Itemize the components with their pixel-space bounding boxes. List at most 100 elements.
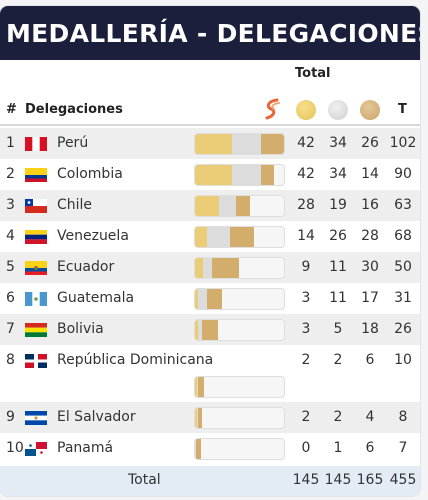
silver-segment [231, 165, 262, 185]
table-row[interactable]: 5 Ecuador 9 11 30 50 [0, 252, 420, 283]
gold-count: 3 [301, 290, 311, 306]
rank-cell: 6 [6, 290, 15, 306]
gold-count: 3 [301, 321, 311, 337]
gold-segment [195, 320, 198, 340]
gold-count: 2 [301, 352, 311, 368]
delegation-name[interactable]: Ecuador [57, 259, 115, 275]
medal-distribution-bar [194, 407, 285, 429]
table-row[interactable]: 8 República Dominicana 2 2 6 10 [0, 345, 420, 402]
delegation-name[interactable]: República Dominicana [57, 352, 214, 368]
bronze-segment [261, 134, 284, 154]
flag-colombia-icon [25, 168, 47, 182]
medal-distribution-bar [194, 376, 285, 398]
silver-count: 11 [329, 259, 347, 275]
silver-count: 34 [329, 135, 347, 151]
silver-segment [195, 439, 196, 459]
gold-segment [195, 196, 220, 216]
delegation-name[interactable]: Panamá [57, 440, 114, 456]
bronze-segment [198, 377, 204, 397]
gold-count: 14 [297, 228, 315, 244]
delegation-name[interactable]: Chile [57, 197, 93, 213]
total-column-group-label: Total [295, 66, 331, 81]
gold-count: 42 [297, 135, 315, 151]
bronze-segment [229, 227, 255, 247]
silver-count: 2 [333, 352, 343, 368]
medal-distribution-bar [194, 319, 285, 341]
bronze-segment [198, 408, 202, 428]
silver-segment [196, 408, 199, 428]
rank-cell: 3 [6, 197, 15, 213]
delegation-name[interactable]: Bolivia [57, 321, 104, 337]
silver-medal-icon[interactable] [328, 100, 348, 120]
table-header: # Delegaciones T [0, 94, 420, 126]
bronze-segment [201, 320, 218, 340]
total-gold: 145 [292, 472, 320, 488]
table-row[interactable]: 1 Perú 42 34 26 102 [0, 128, 420, 159]
bronze-count: 30 [361, 259, 379, 275]
total-count: 7 [398, 440, 408, 456]
silver-count: 11 [329, 290, 347, 306]
bronze-count: 16 [361, 197, 379, 213]
silver-count: 5 [333, 321, 343, 337]
silver-segment [197, 320, 202, 340]
total-bronze: 165 [356, 472, 384, 488]
delegation-name[interactable]: Guatemala [57, 290, 135, 306]
delegation-name[interactable]: El Salvador [57, 409, 136, 425]
totals-row: Total 145 145 165 455 [0, 466, 420, 496]
table-row[interactable]: 6 Guatemala 3 11 17 31 [0, 283, 420, 314]
table-row[interactable]: 3 Chile 28 19 16 63 [0, 190, 420, 221]
bronze-segment [236, 196, 250, 216]
bronze-medal-icon[interactable] [360, 100, 380, 120]
total-silver: 145 [324, 472, 352, 488]
bronze-count: 6 [365, 352, 375, 368]
rank-cell: 2 [6, 166, 15, 182]
flag-chile-icon [25, 199, 47, 213]
flag-guatemala-icon [25, 292, 47, 306]
totals-label: Total [128, 472, 161, 488]
table-row[interactable]: 9 El Salvador 2 2 4 8 [0, 402, 420, 433]
bronze-count: 28 [361, 228, 379, 244]
delegation-column-header[interactable]: Delegaciones [25, 102, 123, 117]
table-row[interactable]: 10 Panamá 0 1 6 7 [0, 433, 420, 464]
bronze-segment [212, 258, 239, 278]
page-title: MEDALLERÍA - DELEGACIONES [0, 6, 420, 60]
delegation-name[interactable]: Venezuela [57, 228, 129, 244]
delegation-name[interactable]: Colombia [57, 166, 123, 182]
flag-bolivia-icon [25, 323, 47, 337]
gold-count: 28 [297, 197, 315, 213]
gold-count: 9 [301, 259, 311, 275]
delegation-name[interactable]: Perú [57, 135, 89, 151]
silver-segment [207, 227, 230, 247]
table-row[interactable]: 7 Bolivia 3 5 18 26 [0, 314, 420, 345]
sport-logo-icon [262, 98, 284, 124]
medal-distribution-bar [194, 133, 285, 155]
medal-distribution-bar [194, 288, 285, 310]
gold-medal-icon[interactable] [296, 100, 316, 120]
gold-segment [195, 134, 232, 154]
silver-count: 34 [329, 166, 347, 182]
silver-segment [197, 289, 208, 309]
rank-cell: 8 [6, 352, 15, 368]
flag-dominican-republic-icon [25, 354, 47, 368]
gold-count: 0 [301, 440, 311, 456]
total-all: 455 [389, 472, 417, 488]
flag-ecuador-icon [25, 261, 47, 275]
medal-distribution-bar [194, 195, 285, 217]
table-row[interactable]: 2 Colombia 42 34 14 90 [0, 159, 420, 190]
silver-segment [202, 258, 213, 278]
rank-cell: 10 [6, 440, 24, 456]
bronze-count: 26 [361, 135, 379, 151]
silver-segment [196, 377, 199, 397]
silver-segment [231, 134, 262, 154]
table-row[interactable]: 4 Venezuela 14 26 28 68 [0, 221, 420, 252]
flag-panama-icon [25, 442, 47, 456]
total-column-header[interactable]: T [398, 102, 407, 117]
silver-segment [219, 196, 236, 216]
gold-segment [195, 408, 197, 428]
gold-segment [195, 258, 203, 278]
rank-column-header[interactable]: # [6, 102, 17, 117]
flag-el-salvador-icon [25, 411, 47, 425]
silver-count: 2 [333, 409, 343, 425]
rank-cell: 7 [6, 321, 15, 337]
rank-cell: 9 [6, 409, 15, 425]
